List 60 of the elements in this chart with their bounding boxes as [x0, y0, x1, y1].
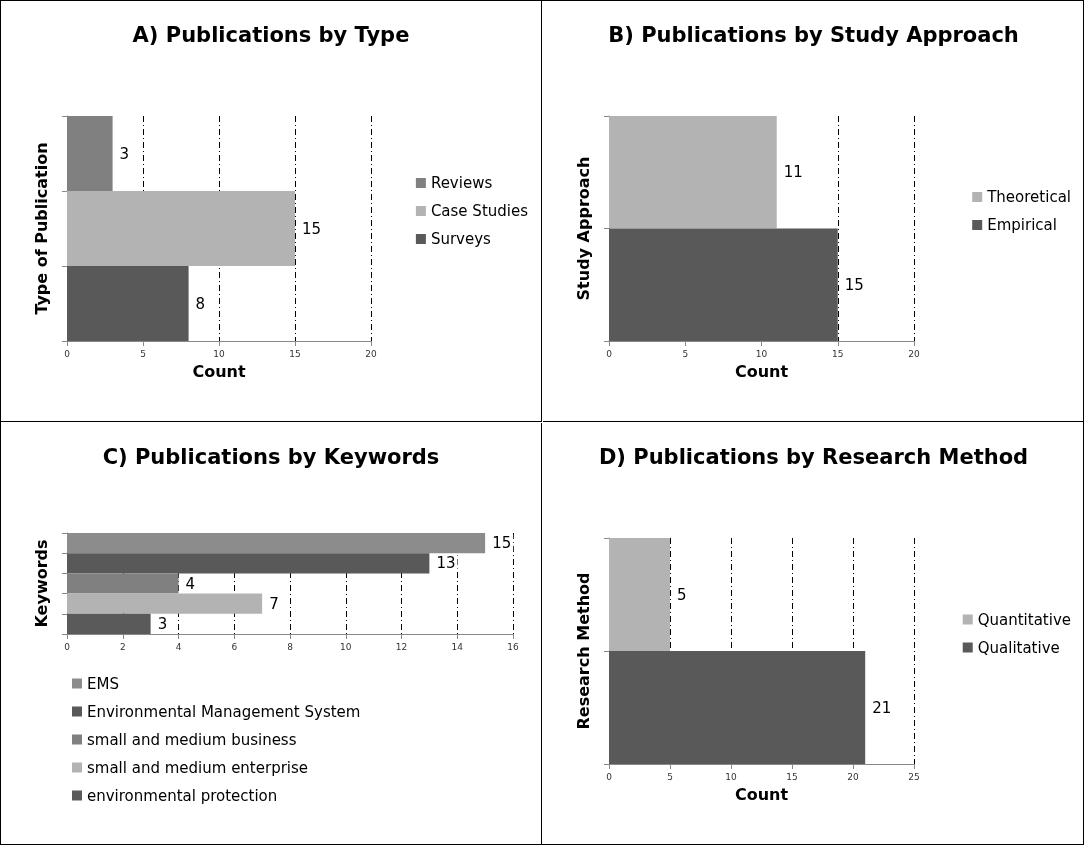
x-tick-label: 0: [606, 348, 613, 359]
x-tick-label: 5: [667, 771, 673, 782]
x-tick-label: 20: [908, 348, 920, 359]
x-tick-label: 5: [682, 348, 689, 359]
x-tick-label: 15: [786, 771, 798, 782]
data-label: 11: [783, 163, 803, 182]
data-label: 13: [436, 554, 456, 573]
x-tick-label: 0: [606, 771, 613, 782]
chart-title: C) Publications by Keywords: [102, 444, 440, 469]
x-tick-label: 10: [725, 771, 737, 782]
data-label: 15: [302, 219, 322, 238]
x-tick-label: 25: [908, 771, 920, 782]
x-tick-label: 10: [340, 641, 352, 652]
x-tick-label: 0: [64, 348, 71, 359]
legend-label: Theoretical: [986, 188, 1071, 206]
x-tick-label: 20: [847, 771, 859, 782]
legend-label: Case Studies: [430, 202, 529, 220]
legend-label: Surveys: [430, 230, 492, 248]
y-axis-title: Keywords: [31, 539, 51, 628]
x-tick-label: 20: [365, 348, 377, 359]
x-tick-label: 14: [451, 641, 464, 652]
x-tick-label: 4: [175, 641, 182, 652]
data-label: 8: [195, 294, 206, 313]
legend-label: Qualitative: [977, 638, 1060, 657]
x-tick-label: 10: [755, 348, 768, 359]
legend-label: Empirical: [987, 216, 1057, 234]
x-tick-label: 6: [231, 641, 238, 652]
chart-title: D) Publications by Research Method: [598, 444, 1029, 469]
legend-label: Reviews: [430, 174, 493, 192]
legend-label: small and medium enterprise: [87, 758, 309, 777]
x-axis-title: Count: [192, 361, 246, 381]
data-label: 15: [492, 534, 512, 553]
x-axis-title: Count: [734, 361, 789, 381]
x-tick-label: 5: [140, 348, 146, 359]
data-label: 4: [185, 574, 196, 593]
data-label: 3: [157, 614, 168, 633]
x-tick-label: 0: [64, 641, 71, 652]
x-tick-label: 15: [832, 348, 844, 359]
y-axis-title: Type of Publication: [31, 142, 51, 315]
data-label: 7: [269, 594, 279, 613]
y-axis-title: Study Approach: [573, 156, 593, 301]
chart-title: A) Publications by Type: [132, 22, 410, 47]
x-tick-label: 8: [287, 641, 294, 652]
legend-label: EMS: [87, 674, 119, 693]
legend-label: Environmental Management System: [87, 702, 361, 721]
legend-label: environmental protection: [87, 786, 278, 805]
x-tick-label: 15: [289, 348, 301, 359]
y-axis-title: Research Method: [573, 572, 593, 730]
x-tick-label: 10: [213, 348, 225, 359]
data-label: 21: [872, 698, 892, 717]
x-tick-label: 16: [507, 641, 519, 652]
data-label: 5: [677, 585, 687, 604]
chart-title: B) Publications by Study Approach: [608, 22, 1019, 47]
data-label: 3: [119, 144, 130, 163]
x-axis-title: Count: [734, 784, 789, 804]
legend-label: Quantitative: [977, 610, 1072, 629]
x-tick-label: 12: [395, 641, 408, 652]
data-label: 15: [844, 275, 864, 294]
legend-label: small and medium business: [87, 730, 297, 749]
x-tick-label: 2: [119, 641, 126, 652]
